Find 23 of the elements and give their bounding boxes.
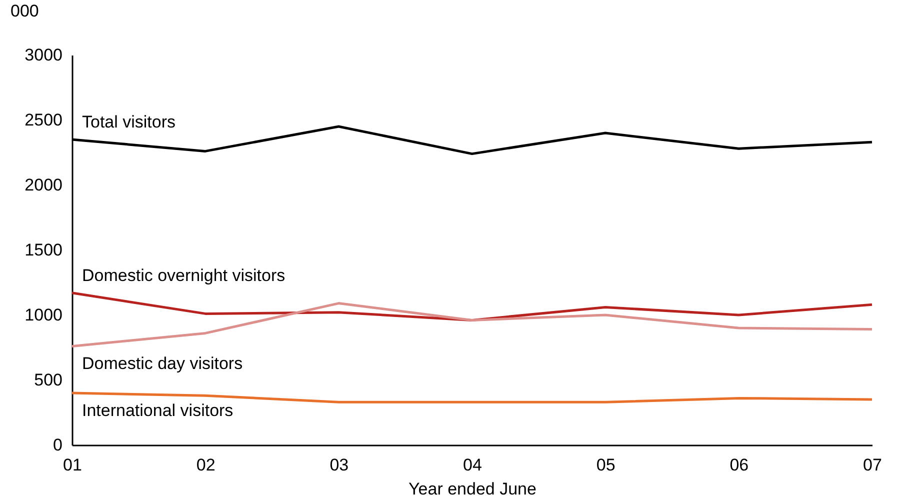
x-tick-label: 06 [730, 456, 749, 474]
series-label: Domestic overnight visitors [82, 266, 286, 285]
y-tick-label: 2000 [24, 176, 62, 194]
y-tick-label: 1500 [24, 240, 62, 260]
x-tick-label: 03 [330, 456, 349, 474]
y-tick-label: 2500 [24, 110, 62, 130]
y-tick-label: 3000 [24, 46, 62, 64]
line-series [70, 302, 874, 348]
line-series [70, 292, 874, 322]
y-axis-title: 000 [10, 2, 39, 20]
x-tick-label: 05 [596, 456, 616, 474]
series-label: Domestic day visitors [82, 354, 243, 374]
y-tick-label: 500 [34, 370, 62, 390]
series-label: International visitors [82, 401, 234, 420]
y-tick-label: 1000 [24, 306, 62, 324]
x-tick-label: 04 [463, 456, 482, 474]
x-tick-label: 01 [63, 456, 82, 474]
series-label: Total visitors [82, 112, 176, 132]
x-axis-title: Year ended June [408, 480, 536, 498]
y-tick-label: 0 [53, 436, 62, 454]
x-tick-label: 02 [196, 456, 216, 474]
line-series [70, 392, 874, 404]
x-tick-label: 07 [863, 456, 882, 474]
